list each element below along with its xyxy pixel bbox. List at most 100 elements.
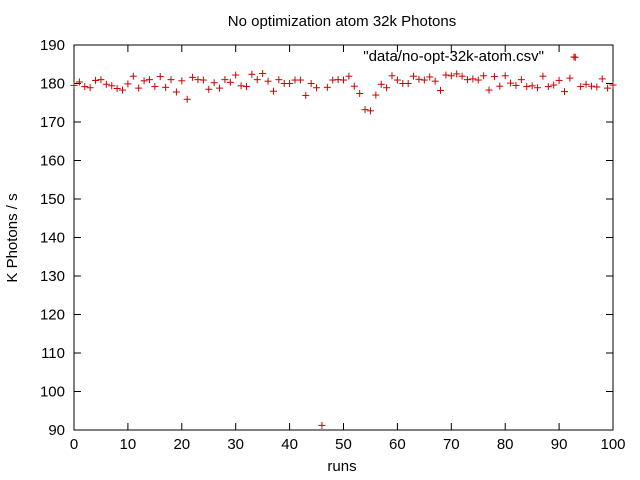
- x-tick-label: 90: [551, 436, 568, 453]
- data-point: [539, 72, 547, 80]
- data-point: [307, 80, 315, 87]
- data-point: [156, 73, 164, 81]
- data-point: [507, 79, 515, 87]
- data-point: [598, 75, 606, 83]
- data-point: [232, 71, 240, 79]
- data-point: [70, 81, 78, 89]
- data-point: [528, 82, 536, 90]
- data-point: [420, 76, 428, 84]
- x-tick-label: 50: [335, 436, 352, 453]
- data-point: [437, 86, 445, 94]
- data-point: [372, 91, 380, 99]
- y-axis: 90 100 110 120 130 140 150 160 170 180 190: [40, 37, 613, 439]
- data-point: [199, 76, 207, 84]
- data-point: [172, 88, 180, 96]
- legend: "data/no-opt-32k-atom.csv": [363, 48, 578, 65]
- y-tick-label: 110: [41, 345, 65, 362]
- data-point: [102, 80, 110, 88]
- data-point: [92, 76, 100, 84]
- data-point: [377, 80, 385, 88]
- plot-frame: [73, 44, 614, 431]
- x-tick-label: 10: [120, 436, 137, 453]
- y-tick-label: 180: [40, 76, 65, 93]
- data-point: [151, 83, 159, 91]
- data-point: [145, 76, 153, 84]
- data-point: [340, 76, 347, 84]
- data-point: [501, 72, 509, 80]
- data-point: [226, 78, 234, 86]
- y-tick-label: 140: [40, 230, 65, 247]
- y-axis-label: K Photons / s: [4, 193, 21, 282]
- data-point: [410, 72, 418, 80]
- data-point: [490, 73, 498, 81]
- data-point: [135, 84, 143, 92]
- data-point: [318, 421, 326, 429]
- data-point: [86, 84, 94, 92]
- data-point: [458, 72, 466, 80]
- data-point: [183, 95, 191, 103]
- data-point: [302, 91, 310, 99]
- x-tick-label: 20: [173, 436, 190, 453]
- data-point: [356, 90, 364, 98]
- data-point: [582, 80, 590, 88]
- data-point: [221, 76, 229, 84]
- data-point: [426, 73, 434, 81]
- data-point: [237, 82, 245, 90]
- data-point: [113, 85, 121, 93]
- x-tick-label: 80: [497, 436, 514, 453]
- data-point: [253, 76, 261, 84]
- y-tick-label: 100: [40, 384, 65, 401]
- data-point: [463, 76, 471, 84]
- data-point: [296, 76, 304, 84]
- data-point: [577, 83, 585, 91]
- data-point: [129, 72, 137, 80]
- data-point: [162, 83, 170, 91]
- data-point: [242, 83, 250, 91]
- data-point: [415, 75, 423, 83]
- data-point: [259, 69, 267, 77]
- x-tick-label: 60: [389, 436, 406, 453]
- data-point: [571, 53, 579, 61]
- data-point: [167, 76, 175, 84]
- x-tick-label: 100: [600, 436, 625, 453]
- data-point: [210, 79, 218, 87]
- data-point: [345, 72, 353, 80]
- data-point: [108, 82, 116, 90]
- legend-label: "data/no-opt-32k-atom.csv": [363, 48, 544, 65]
- data-point: [447, 72, 455, 80]
- data-point: [566, 74, 574, 82]
- data-point: [442, 71, 450, 79]
- data-point: [550, 81, 558, 89]
- data-point: [431, 77, 439, 85]
- data-point: [512, 81, 520, 89]
- data-point: [604, 84, 612, 92]
- chart-title: No optimization atom 32k Photons: [228, 13, 456, 30]
- data-point: [453, 70, 461, 78]
- data-point: [216, 84, 224, 92]
- data-point: [119, 86, 127, 94]
- data-point: [544, 83, 552, 91]
- data-point: [496, 82, 504, 90]
- data-point: [593, 83, 601, 91]
- data-point: [560, 88, 568, 96]
- y-tick-label: 170: [40, 114, 65, 131]
- data-point: [393, 76, 401, 84]
- y-tick-label: 120: [40, 307, 65, 324]
- y-tick-label: 160: [40, 153, 65, 170]
- data-point: [609, 81, 617, 89]
- data-point: [264, 77, 272, 85]
- x-tick-label: 0: [70, 436, 78, 453]
- x-tick-label: 30: [227, 436, 244, 453]
- data-point: [178, 77, 186, 85]
- data-point: [269, 87, 277, 95]
- data-points: [70, 53, 617, 429]
- x-tick-label: 70: [443, 436, 460, 453]
- x-axis-label: runs: [327, 458, 356, 475]
- data-point: [124, 80, 132, 88]
- data-point: [404, 80, 412, 87]
- y-tick-label: 90: [48, 422, 65, 439]
- data-point: [97, 76, 105, 84]
- data-point: [323, 83, 331, 91]
- data-point: [469, 75, 477, 83]
